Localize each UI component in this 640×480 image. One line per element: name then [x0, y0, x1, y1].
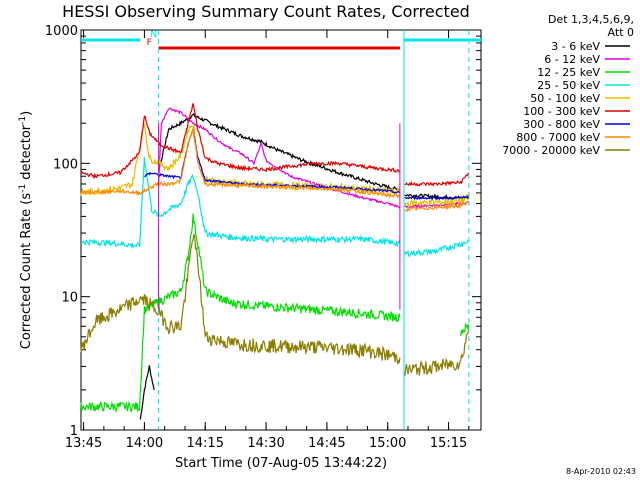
series-line-12-25keV	[80, 213, 401, 414]
y-tick-label: 1000	[45, 24, 78, 39]
y-label-end: )	[19, 111, 34, 116]
series-line-50-100keV	[404, 193, 469, 209]
x-tick-label: 14:15	[187, 436, 224, 451]
x-axis-ticks: 13:45 14:00 14:15 14:30 14:45 15:00 15:15	[65, 30, 470, 451]
series-line-300-800keV	[404, 195, 469, 201]
series-line-7000-20000keV	[404, 326, 470, 377]
status-bars: NF	[81, 30, 481, 50]
series-line-3-6keV	[139, 365, 155, 420]
legend-label: 3 - 6 keV	[551, 40, 600, 53]
legend-header-line1: Det 1,3,4,5,6,9,	[548, 13, 634, 26]
plot-area: NF	[80, 29, 482, 431]
series-line-3-6keV	[158, 112, 401, 193]
legend-header-line2: Att 0	[608, 26, 634, 39]
legend-label: 25 - 50 keV	[537, 79, 600, 92]
series-line-7000-20000keV	[80, 234, 401, 366]
chart-title: HESSI Observing Summary Count Rates, Cor…	[62, 2, 470, 21]
series-line-25-50keV	[80, 157, 401, 249]
y-label-main: Corrected Count Rate (s	[19, 193, 34, 350]
marker-layer	[158, 30, 470, 430]
x-tick-label: 14:00	[126, 436, 163, 451]
x-tick-label: 14:30	[247, 436, 284, 451]
y-tick-label: 10	[61, 291, 78, 306]
series-line-100-300keV	[404, 172, 470, 187]
y-axis-label: Corrected Count Rate (s-1 detector-1)	[18, 111, 34, 349]
legend-label: 800 - 7000 keV	[516, 131, 600, 144]
x-tick-label: 15:15	[430, 436, 467, 451]
x-axis-label: Start Time (07-Aug-05 13:44:22)	[175, 456, 387, 471]
series-line-300-800keV	[144, 127, 401, 194]
legend-label: 50 - 100 keV	[530, 92, 600, 105]
series-line-12-25keV	[460, 322, 470, 337]
plot-frame	[80, 29, 482, 431]
legend-label: 300 - 800 keV	[523, 118, 600, 131]
y-tick-label: 100	[53, 157, 78, 172]
y-label-mid: detector	[19, 124, 34, 184]
y-label-sup2: -1	[18, 116, 28, 125]
y-label-sup1: -1	[18, 184, 28, 193]
legend-label: 12 - 25 keV	[537, 66, 600, 79]
series-layer	[80, 103, 470, 420]
x-tick-label: 15:00	[369, 436, 406, 451]
x-tick-label: 13:45	[65, 436, 102, 451]
series-line-100-300keV	[80, 103, 401, 180]
series-line-25-50keV	[404, 239, 470, 258]
legend-label: 100 - 300 keV	[523, 105, 600, 118]
y-axis-ticks: 1 10 100 1000	[45, 24, 481, 439]
x-tick-label: 14:45	[308, 436, 345, 451]
series-line-800-7000keV	[404, 200, 470, 212]
legend-label: 7000 - 20000 keV	[502, 144, 600, 157]
status-flag-F: F	[147, 38, 152, 48]
y-tick-label: 1	[70, 424, 78, 439]
status-flag-N: N	[150, 30, 157, 40]
minor-ticks	[81, 35, 481, 391]
series-line-6-12keV	[404, 200, 470, 210]
timestamp: 8-Apr-2010 02:43	[566, 467, 636, 476]
series-line-800-7000keV	[80, 127, 401, 199]
legend-label: 6 - 12 keV	[544, 53, 600, 66]
